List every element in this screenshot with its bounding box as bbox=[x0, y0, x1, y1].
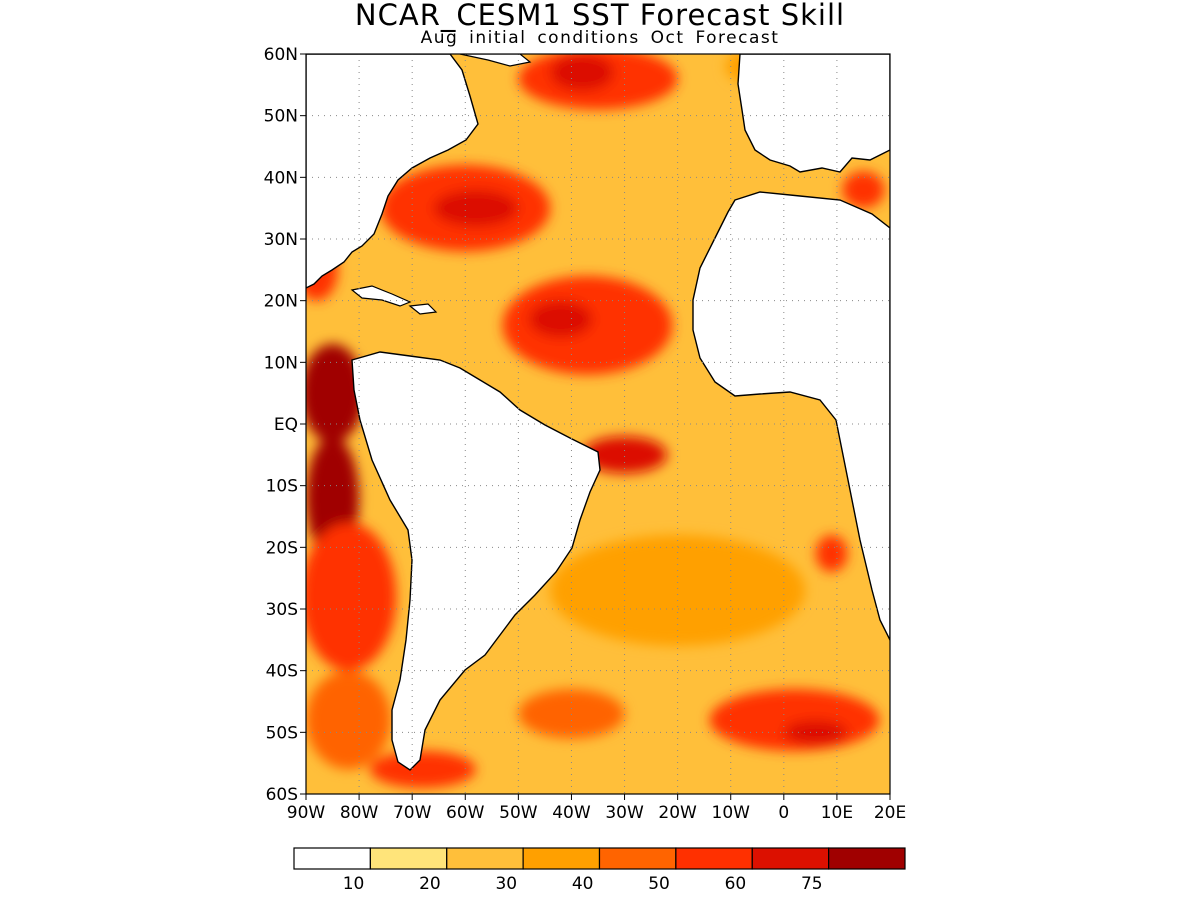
lat-tick-label: 20S bbox=[266, 538, 298, 558]
lon-tick-label: 40W bbox=[552, 803, 591, 823]
lat-tick-label: 40S bbox=[266, 662, 298, 682]
colorbar-label: 30 bbox=[495, 874, 517, 894]
colorbar-label: 60 bbox=[725, 874, 747, 894]
lat-tick-label: 60S bbox=[266, 785, 298, 805]
colorbar-swatch bbox=[675, 847, 753, 870]
lon-tick-label: 10E bbox=[821, 803, 853, 823]
lon-tick-label: 20E bbox=[874, 803, 906, 823]
skill-region bbox=[550, 535, 806, 646]
lat-tick-label: 10N bbox=[264, 353, 298, 373]
lat-tick-label: 40N bbox=[264, 168, 298, 188]
lat-tick-label: 60N bbox=[264, 45, 298, 65]
longitude-ticks: 90W 80W 70W 60W 50W 40W 30W 20W 10W 0 10E 20E bbox=[287, 794, 906, 823]
latitude-ticks: 60N 50N 40N 30N 20N 10N EQ 10S 20S 30S 40S 50S 60S bbox=[264, 45, 306, 805]
south-america-land bbox=[351, 351, 601, 771]
colorbar-swatch bbox=[446, 847, 524, 870]
chart-subtitle: Aug initial conditions Oct Forecast bbox=[420, 28, 780, 48]
hispaniola-island bbox=[408, 303, 438, 315]
cuba-island bbox=[350, 285, 412, 307]
north-america-land bbox=[306, 54, 479, 289]
lon-tick-label: 80W bbox=[340, 803, 379, 823]
skill-region bbox=[306, 670, 391, 770]
colorbar-label: 75 bbox=[801, 874, 823, 894]
colorbar-swatch bbox=[751, 847, 830, 870]
colorbar-legend: 10 20 30 40 50 60 75 bbox=[293, 847, 906, 894]
lon-tick-label: 0 bbox=[778, 803, 789, 823]
skill-region bbox=[433, 189, 519, 227]
lat-tick-label: EQ bbox=[274, 415, 298, 435]
skill-region bbox=[582, 436, 668, 474]
lat-tick-label: 30S bbox=[266, 600, 298, 620]
skill-region bbox=[550, 54, 614, 91]
lon-tick-label: 30W bbox=[605, 803, 644, 823]
lon-tick-label: 50W bbox=[499, 803, 538, 823]
colorbar-label: 20 bbox=[419, 874, 441, 894]
greenland-iceland-land bbox=[459, 54, 532, 67]
lon-tick-label: 20W bbox=[658, 803, 697, 823]
skill-region bbox=[709, 689, 880, 751]
lat-tick-label: 50N bbox=[264, 107, 298, 127]
skill-regions bbox=[306, 54, 885, 788]
skill-region bbox=[815, 535, 848, 572]
lon-tick-label: 90W bbox=[287, 803, 326, 823]
skill-region bbox=[842, 171, 885, 209]
colorbar-swatch bbox=[828, 847, 906, 870]
gridlines bbox=[306, 54, 890, 794]
skill-region bbox=[306, 522, 397, 671]
skill-region bbox=[306, 343, 365, 443]
lat-tick-label: 20N bbox=[264, 292, 298, 312]
europe-land bbox=[737, 54, 890, 173]
skill-region bbox=[528, 300, 593, 338]
colorbar-label: 40 bbox=[572, 874, 594, 894]
lat-tick-label: 10S bbox=[266, 477, 298, 497]
colorbar-swatch bbox=[369, 847, 448, 870]
colorbar-label: 50 bbox=[648, 874, 670, 894]
lat-tick-label: 30N bbox=[264, 230, 298, 250]
colorbar-label: 10 bbox=[343, 874, 365, 894]
land-masks bbox=[306, 54, 890, 771]
africa-land bbox=[692, 191, 890, 641]
lon-tick-label: 70W bbox=[393, 803, 432, 823]
lat-tick-label: 50S bbox=[266, 723, 298, 743]
colorbar-swatch bbox=[293, 847, 371, 870]
colorbar-swatch bbox=[522, 847, 601, 870]
skill-region bbox=[518, 689, 625, 739]
chart-title: NCAR_CESM1 SST Forecast Skill bbox=[354, 0, 846, 32]
skill-region bbox=[369, 750, 476, 788]
lon-tick-label: 10W bbox=[712, 803, 751, 823]
lon-tick-label: 60W bbox=[446, 803, 485, 823]
colorbar-swatch bbox=[598, 847, 677, 870]
skill-region bbox=[783, 720, 848, 745]
